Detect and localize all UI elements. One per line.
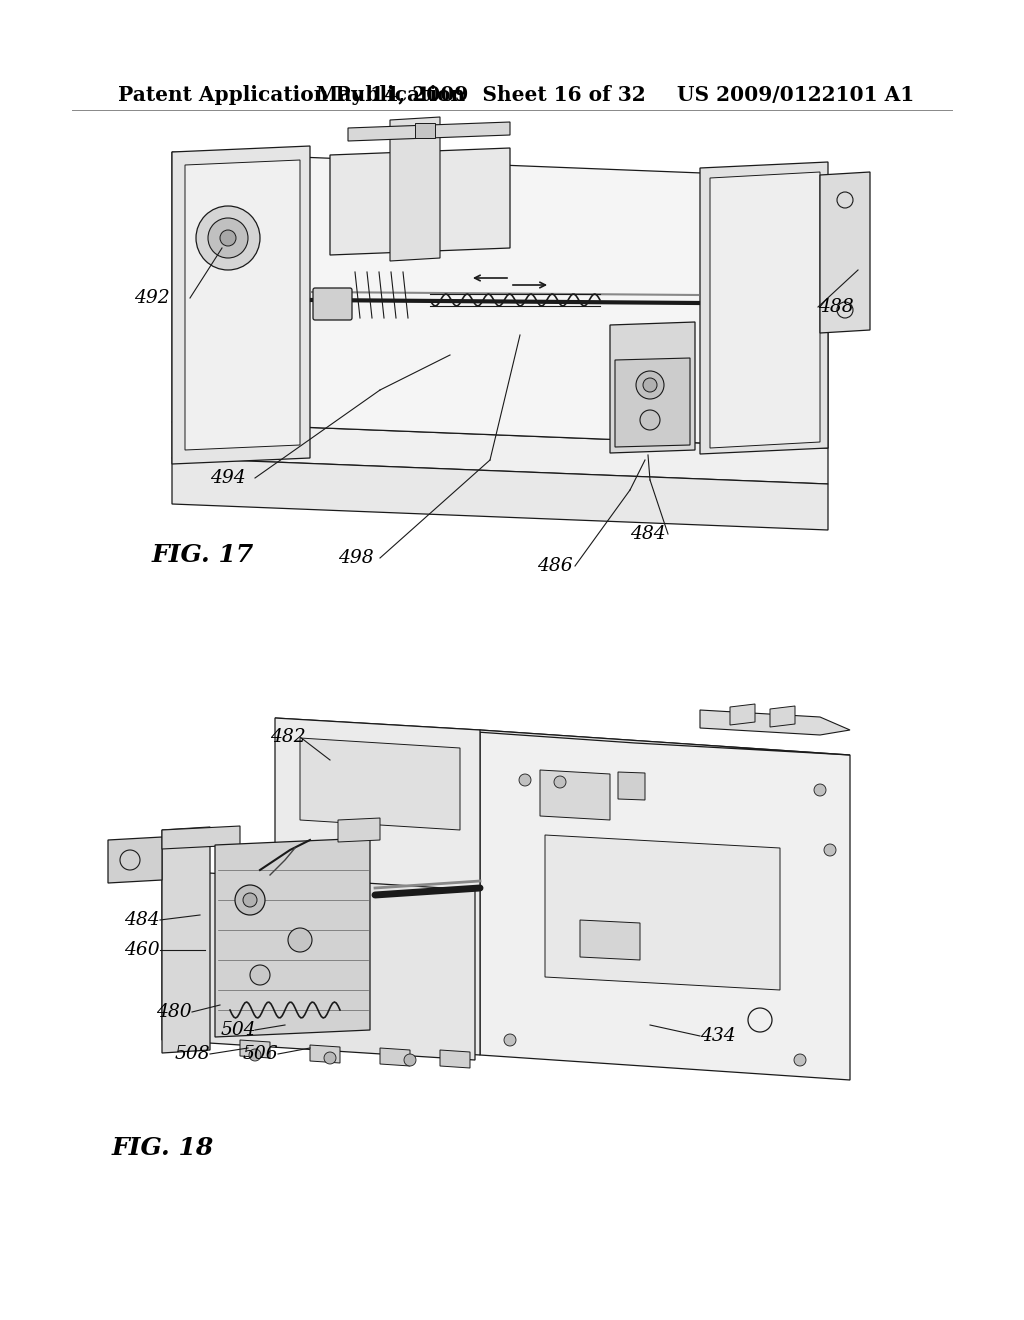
Polygon shape bbox=[770, 706, 795, 727]
Polygon shape bbox=[618, 772, 645, 800]
Polygon shape bbox=[540, 770, 610, 820]
Circle shape bbox=[794, 1053, 806, 1067]
Circle shape bbox=[324, 1052, 336, 1064]
Polygon shape bbox=[545, 836, 780, 990]
Text: 498: 498 bbox=[338, 549, 374, 568]
Polygon shape bbox=[172, 147, 310, 465]
Text: 460: 460 bbox=[124, 941, 160, 960]
Text: 480: 480 bbox=[157, 1003, 191, 1020]
Polygon shape bbox=[310, 1045, 340, 1063]
Polygon shape bbox=[348, 121, 510, 141]
Circle shape bbox=[196, 206, 260, 271]
Circle shape bbox=[814, 784, 826, 796]
Polygon shape bbox=[610, 322, 695, 453]
Circle shape bbox=[519, 774, 531, 785]
Polygon shape bbox=[162, 826, 240, 849]
Polygon shape bbox=[215, 838, 370, 1038]
Circle shape bbox=[220, 230, 236, 246]
Text: 506: 506 bbox=[243, 1045, 278, 1063]
Text: 486: 486 bbox=[538, 557, 572, 576]
Polygon shape bbox=[820, 172, 870, 333]
Polygon shape bbox=[480, 730, 850, 1080]
Circle shape bbox=[288, 928, 312, 952]
Polygon shape bbox=[700, 710, 850, 735]
Polygon shape bbox=[730, 704, 755, 725]
Text: US 2009/0122101 A1: US 2009/0122101 A1 bbox=[677, 84, 914, 106]
Text: 494: 494 bbox=[210, 469, 246, 487]
Text: FIG. 18: FIG. 18 bbox=[112, 1137, 214, 1160]
Polygon shape bbox=[700, 162, 828, 454]
Polygon shape bbox=[162, 870, 475, 1060]
Polygon shape bbox=[162, 828, 210, 1053]
Polygon shape bbox=[275, 718, 850, 755]
Polygon shape bbox=[580, 920, 640, 960]
Polygon shape bbox=[172, 422, 828, 484]
Bar bbox=[415, 123, 435, 139]
Text: 484: 484 bbox=[124, 911, 160, 929]
Polygon shape bbox=[338, 818, 380, 842]
Circle shape bbox=[636, 371, 664, 399]
Text: 434: 434 bbox=[700, 1027, 736, 1045]
Circle shape bbox=[504, 1034, 516, 1045]
Circle shape bbox=[554, 776, 566, 788]
Circle shape bbox=[234, 884, 265, 915]
Text: 484: 484 bbox=[630, 525, 666, 543]
Text: FIG. 17: FIG. 17 bbox=[152, 543, 254, 568]
Polygon shape bbox=[710, 172, 820, 447]
Polygon shape bbox=[440, 1049, 470, 1068]
Circle shape bbox=[643, 378, 657, 392]
Polygon shape bbox=[185, 160, 300, 450]
Circle shape bbox=[208, 218, 248, 257]
Text: 482: 482 bbox=[270, 729, 306, 746]
Polygon shape bbox=[380, 1048, 410, 1067]
Polygon shape bbox=[172, 152, 828, 447]
FancyBboxPatch shape bbox=[313, 288, 352, 319]
Polygon shape bbox=[172, 458, 828, 531]
Polygon shape bbox=[275, 718, 480, 1055]
Polygon shape bbox=[240, 1040, 270, 1059]
Polygon shape bbox=[108, 837, 162, 883]
Polygon shape bbox=[390, 117, 440, 261]
Text: 508: 508 bbox=[174, 1045, 210, 1063]
Polygon shape bbox=[300, 738, 460, 830]
Text: 488: 488 bbox=[818, 298, 854, 315]
Text: May 14, 2009  Sheet 16 of 32: May 14, 2009 Sheet 16 of 32 bbox=[316, 84, 646, 106]
Text: 492: 492 bbox=[134, 289, 170, 308]
Circle shape bbox=[824, 843, 836, 855]
Text: Patent Application Publication: Patent Application Publication bbox=[118, 84, 465, 106]
Circle shape bbox=[249, 1049, 261, 1061]
Circle shape bbox=[243, 894, 257, 907]
Circle shape bbox=[640, 411, 660, 430]
Polygon shape bbox=[615, 358, 690, 447]
Circle shape bbox=[404, 1053, 416, 1067]
Text: 504: 504 bbox=[220, 1020, 256, 1039]
Circle shape bbox=[250, 965, 270, 985]
Polygon shape bbox=[330, 148, 510, 255]
